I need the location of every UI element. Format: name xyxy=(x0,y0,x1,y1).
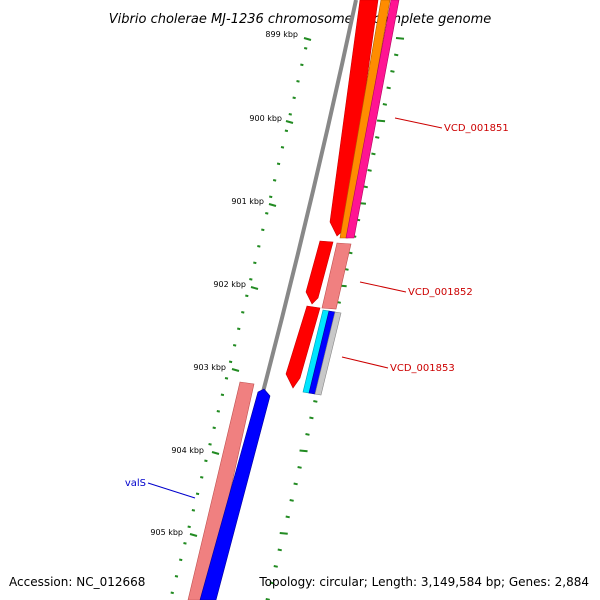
ruler-minor-tick xyxy=(245,294,249,298)
ruler-minor-tick xyxy=(228,360,233,364)
gene-vcd-001852[interactable] xyxy=(305,240,352,310)
tick-mark-900 xyxy=(285,120,294,124)
ruler-minor-ticks xyxy=(170,47,308,595)
accession-text: Accession: NC_012668 xyxy=(9,575,145,589)
ruler-minor-tick xyxy=(300,63,304,67)
gene-label-vcd-001853[interactable]: VCD_001853 xyxy=(390,363,455,374)
ruler-minor-tick xyxy=(276,162,281,166)
ruler-minor-tick xyxy=(272,179,277,182)
label-leader-vals xyxy=(147,482,196,499)
ruler-minor-tick xyxy=(183,542,187,545)
ruler-minor-tick xyxy=(208,443,212,446)
ruler-minor-tick xyxy=(296,80,300,83)
ruler-minor-tick xyxy=(249,278,253,281)
ruler-outer-tick xyxy=(363,185,368,189)
ruler-outer-tick xyxy=(371,152,376,156)
ruler-minor-tick xyxy=(261,228,265,232)
ruler-outer-tick xyxy=(309,416,314,420)
tick-mark-904 xyxy=(211,451,220,455)
label-leader-vcd-001852 xyxy=(359,281,407,293)
ruler-outer-tick xyxy=(382,103,388,106)
tick-mark-905 xyxy=(189,533,198,537)
tick-mark-899 xyxy=(303,37,312,41)
ruler-minor-tick xyxy=(288,113,292,116)
gene-feature-salmon[interactable] xyxy=(321,242,352,310)
ruler-outer-tick xyxy=(297,466,302,469)
ruler-minor-tick xyxy=(284,129,289,133)
tick-label-903: 903 kbp xyxy=(193,363,226,372)
cds-feature-red[interactable] xyxy=(285,305,321,389)
tick-label-902: 902 kbp xyxy=(213,280,246,289)
ruler-minor-tick xyxy=(241,311,245,314)
label-leader-vcd-001853 xyxy=(341,356,389,369)
tick-mark-901 xyxy=(268,203,277,207)
cds-feature-blue[interactable] xyxy=(199,388,271,600)
tick-label-900: 900 kbp xyxy=(249,114,282,123)
ruler-minor-tick xyxy=(292,96,296,100)
ruler-major-ticks: 899 kbp 900 kbp 901 kbp 902 kbp 903 kbp … xyxy=(150,30,312,537)
ruler-minor-tick xyxy=(179,558,183,562)
ruler-outer-tick xyxy=(394,53,399,57)
ruler-outer-tick xyxy=(395,37,405,40)
ruler-outer-tick xyxy=(375,136,380,139)
ruler-minor-tick xyxy=(187,525,191,529)
ruler-minor-tick xyxy=(200,476,204,479)
ruler-minor-tick xyxy=(224,377,229,380)
gene-feature-pink[interactable] xyxy=(345,0,400,239)
tick-label-901: 901 kbp xyxy=(231,197,264,206)
gene-vals[interactable] xyxy=(187,381,271,600)
ruler-minor-tick xyxy=(232,344,237,347)
ruler-minor-tick xyxy=(212,426,216,430)
ruler-minor-tick xyxy=(204,459,208,463)
ruler-minor-tick xyxy=(257,245,261,248)
ruler-minor-tick xyxy=(265,212,269,215)
ruler-outer-tick xyxy=(313,400,318,403)
ruler-outer-tick xyxy=(293,482,298,486)
ruler-outer-tick xyxy=(299,449,308,453)
ruler-minor-tick xyxy=(195,492,200,496)
ruler-outer-tick xyxy=(279,532,288,535)
ruler-outer-tick xyxy=(289,499,294,502)
tick-mark-903 xyxy=(231,368,240,372)
ruler-minor-tick xyxy=(170,591,174,595)
gene-label-vals[interactable]: valS xyxy=(125,478,146,489)
tick-mark-902 xyxy=(250,286,259,290)
ruler-minor-tick xyxy=(253,261,257,265)
ruler-outer-tick xyxy=(386,86,391,90)
ruler-minor-tick xyxy=(174,575,179,578)
map-title: Vibrio cholerae MJ-1236 chromosome 1, co… xyxy=(109,12,491,27)
gene-label-vcd-001852[interactable]: VCD_001852 xyxy=(408,287,473,298)
gene-feature-salmon[interactable] xyxy=(187,381,255,600)
ruler-outer-tick xyxy=(376,119,386,123)
topology-text: Topology: circular; Length: 3,149,584 bp… xyxy=(258,575,589,589)
ruler-outer-tick xyxy=(273,565,278,568)
ruler-outer-tick xyxy=(390,70,395,73)
ruler-outer-tick xyxy=(269,581,274,585)
ruler-minor-tick xyxy=(220,393,225,397)
gene-feature-gray[interactable] xyxy=(314,311,342,396)
cds-feature-red[interactable] xyxy=(305,240,334,305)
label-leader-vcd-001851 xyxy=(394,117,443,129)
ruler-minor-tick xyxy=(280,146,285,149)
gene-vcd-001853[interactable] xyxy=(285,305,342,396)
ruler-outer-tick xyxy=(305,433,310,436)
ruler-outer-tick xyxy=(367,169,372,172)
ruler-minor-tick xyxy=(237,327,241,331)
gene-vcd-001851[interactable] xyxy=(329,0,400,239)
ruler-minor-tick xyxy=(216,410,221,413)
ruler-outer-tick xyxy=(285,515,290,519)
tick-label-899: 899 kbp xyxy=(265,30,298,39)
tick-label-904: 904 kbp xyxy=(171,446,204,455)
gene-label-vcd-001851[interactable]: VCD_001851 xyxy=(444,123,509,134)
ruler-outer-tick xyxy=(277,548,282,552)
ruler-minor-tick xyxy=(191,509,196,512)
ruler-minor-tick xyxy=(303,47,308,50)
ruler-minor-tick xyxy=(269,195,273,199)
tick-label-905: 905 kbp xyxy=(150,528,183,537)
